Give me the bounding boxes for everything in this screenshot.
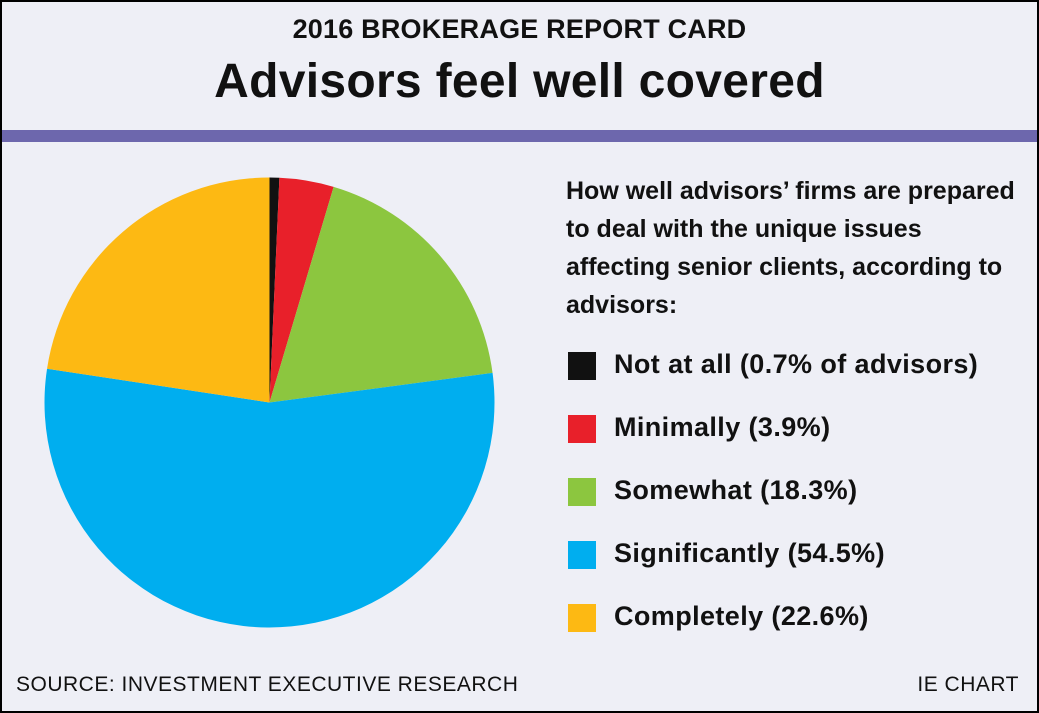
legend-label: Significantly (54.5%) — [614, 538, 885, 568]
pie-chart — [42, 175, 497, 630]
pie-chart-svg — [44, 177, 495, 628]
legend-label: Not at all (0.7% of advisors) — [614, 349, 979, 379]
legend-item: Minimally (3.9%) — [568, 407, 1028, 470]
legend-item: Significantly (54.5%) — [568, 533, 1028, 596]
pie-slice-1 — [269, 177, 334, 403]
pie-slice-4 — [47, 177, 270, 403]
source-note: SOURCE: INVESTMENT EXECUTIVE RESEARCH — [16, 673, 519, 696]
chart-headline: Advisors feel well covered — [214, 55, 825, 108]
legend-swatch — [568, 352, 596, 380]
pie-slice-3 — [44, 368, 495, 628]
pie-slice-2 — [269, 186, 493, 403]
legend-swatch — [568, 415, 596, 443]
legend-swatch — [568, 478, 596, 506]
legend-item: Somewhat (18.3%) — [568, 470, 1028, 533]
chart-question: How well advisors’ firms are prepared to… — [566, 177, 1015, 319]
chart-legend: Not at all (0.7% of advisors) Minimally (… — [568, 344, 1028, 659]
legend-label: Somewhat (18.3%) — [614, 475, 858, 505]
pie-slice-0 — [269, 177, 280, 403]
legend-label: Minimally (3.9%) — [614, 412, 831, 442]
legend-label: Completely (22.6%) — [614, 601, 869, 631]
chart-kicker: 2016 BROKERAGE REPORT CARD — [292, 14, 747, 44]
chart-header: 2016 BROKERAGE REPORT CARD Advisors feel… — [2, 2, 1037, 130]
legend-swatch — [568, 541, 596, 569]
legend-item: Not at all (0.7% of advisors) — [568, 344, 1028, 407]
legend-swatch — [568, 604, 596, 632]
chart-credit: IE CHART — [917, 673, 1019, 696]
legend-item: Completely (22.6%) — [568, 596, 1028, 659]
header-divider — [2, 130, 1037, 142]
